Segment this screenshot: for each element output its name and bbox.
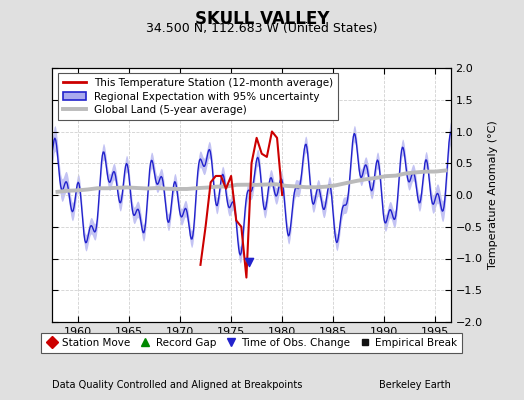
Text: Berkeley Earth: Berkeley Earth [379,380,451,390]
Text: Data Quality Controlled and Aligned at Breakpoints: Data Quality Controlled and Aligned at B… [52,380,303,390]
Text: 34.500 N, 112.683 W (United States): 34.500 N, 112.683 W (United States) [146,22,378,35]
Y-axis label: Temperature Anomaly (°C): Temperature Anomaly (°C) [488,121,498,269]
Point [245,258,254,265]
Legend: This Temperature Station (12-month average), Regional Expectation with 95% uncer: This Temperature Station (12-month avera… [58,73,339,120]
Legend: Station Move, Record Gap, Time of Obs. Change, Empirical Break: Station Move, Record Gap, Time of Obs. C… [40,333,463,353]
Text: SKULL VALLEY: SKULL VALLEY [195,10,329,28]
